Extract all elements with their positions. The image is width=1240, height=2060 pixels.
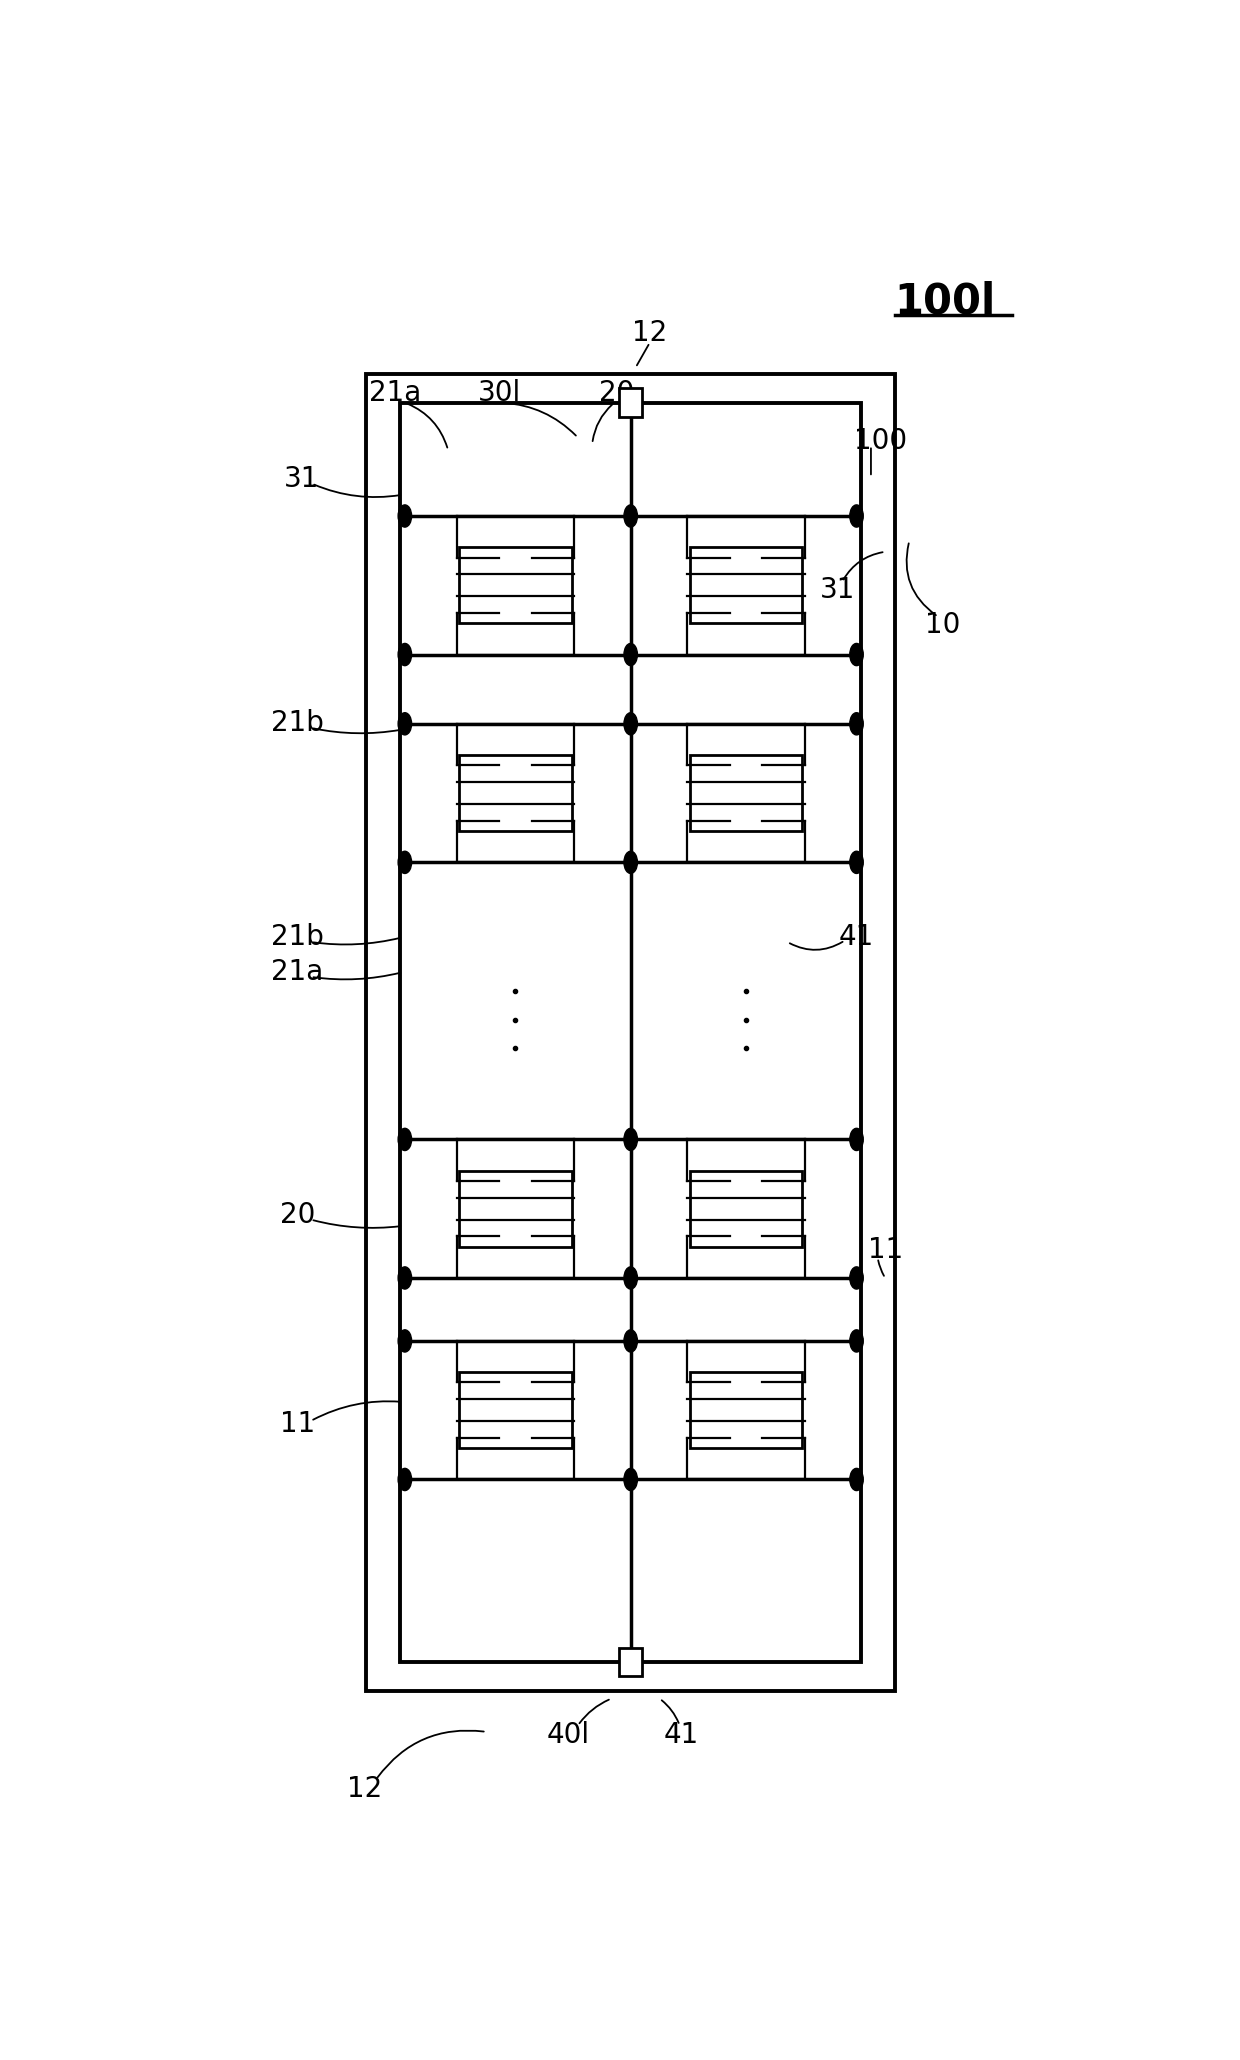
Bar [689,1170,802,1246]
Circle shape [398,1469,412,1491]
Text: 40l: 40l [547,1720,590,1749]
Text: 10: 10 [925,610,961,639]
Bar [689,548,802,624]
Text: 31: 31 [284,466,319,492]
Text: 30l: 30l [477,379,521,408]
Bar [619,389,642,416]
Bar [689,754,802,830]
Text: 20: 20 [279,1201,315,1228]
Text: 20: 20 [599,379,634,408]
Bar [401,402,862,1662]
Bar [689,1372,802,1448]
Text: 21a: 21a [370,379,422,408]
Text: 12: 12 [632,319,667,346]
Text: 11: 11 [868,1236,903,1263]
Bar [459,1170,572,1246]
Bar [459,754,572,830]
Circle shape [624,643,637,665]
Circle shape [398,1331,412,1351]
Bar [459,548,572,624]
Circle shape [624,1267,637,1290]
Circle shape [849,643,863,665]
Text: 21b: 21b [270,709,324,737]
Text: 11: 11 [279,1411,315,1438]
Text: 100l: 100l [894,280,996,321]
Circle shape [624,1469,637,1491]
Text: 41: 41 [663,1720,699,1749]
Circle shape [849,505,863,527]
Bar [367,375,895,1691]
Bar [459,1372,572,1448]
Circle shape [624,851,637,873]
Text: 31: 31 [820,577,856,604]
Bar [619,1648,642,1677]
Circle shape [398,713,412,735]
Circle shape [398,1267,412,1290]
Circle shape [398,851,412,873]
Circle shape [624,1129,637,1152]
Circle shape [624,505,637,527]
Circle shape [849,713,863,735]
Circle shape [849,1469,863,1491]
Text: 21a: 21a [272,958,324,987]
Circle shape [624,1331,637,1351]
Text: 12: 12 [347,1776,382,1802]
Circle shape [398,1129,412,1152]
Circle shape [849,1129,863,1152]
Text: 100: 100 [854,426,908,455]
Circle shape [398,505,412,527]
Text: 21b: 21b [270,923,324,952]
Circle shape [624,713,637,735]
Circle shape [849,1331,863,1351]
Circle shape [398,643,412,665]
Circle shape [849,851,863,873]
Circle shape [849,1267,863,1290]
Text: 41: 41 [839,923,874,952]
